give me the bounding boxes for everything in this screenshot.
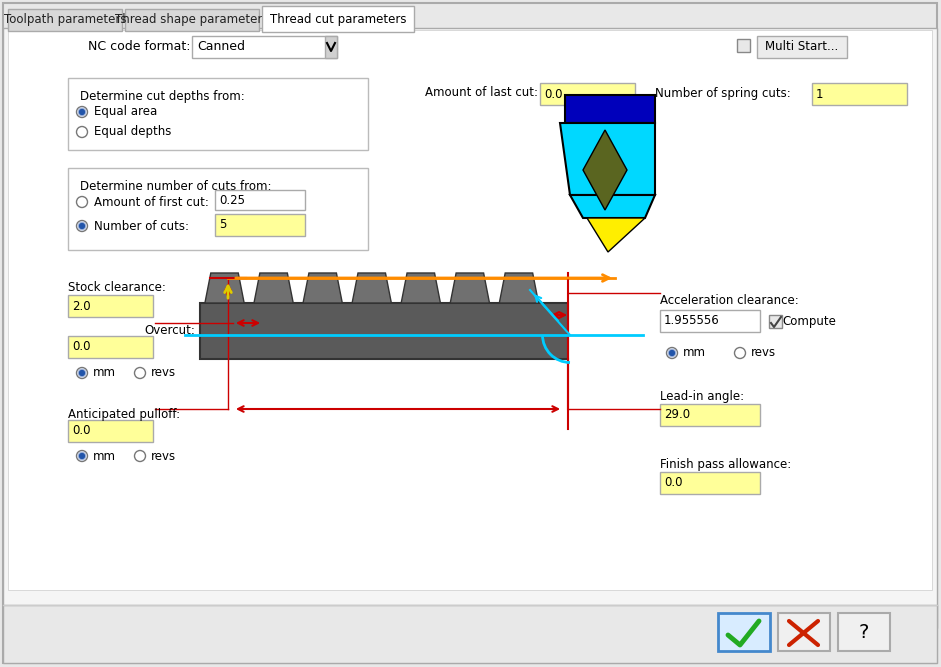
Circle shape bbox=[77, 368, 87, 378]
Circle shape bbox=[135, 450, 146, 462]
Text: Thread shape parameters: Thread shape parameters bbox=[115, 13, 269, 27]
Text: revs: revs bbox=[751, 346, 776, 360]
Bar bbox=[68, 420, 153, 442]
Circle shape bbox=[77, 107, 87, 117]
Circle shape bbox=[79, 453, 86, 459]
Bar bbox=[660, 404, 760, 426]
Text: Amount of last cut:: Amount of last cut: bbox=[425, 87, 538, 99]
Text: Finish pass allowance:: Finish pass allowance: bbox=[660, 458, 791, 471]
Bar bbox=[68, 336, 153, 358]
Circle shape bbox=[77, 221, 87, 231]
Text: Number of spring cuts:: Number of spring cuts: bbox=[655, 87, 790, 99]
Polygon shape bbox=[500, 273, 538, 303]
Text: 29.0: 29.0 bbox=[664, 408, 690, 422]
Text: 5: 5 bbox=[219, 219, 227, 231]
Circle shape bbox=[135, 368, 146, 378]
Bar bbox=[215, 190, 305, 210]
Text: Determine cut depths from:: Determine cut depths from: bbox=[80, 90, 245, 103]
Text: Amount of first cut:: Amount of first cut: bbox=[94, 195, 209, 209]
Text: mm: mm bbox=[93, 450, 116, 462]
Bar bbox=[125, 9, 259, 31]
Text: Compute: Compute bbox=[782, 315, 836, 327]
Text: Acceleration clearance:: Acceleration clearance: bbox=[660, 294, 799, 307]
Bar bbox=[660, 472, 760, 494]
Bar bbox=[262, 6, 414, 32]
Circle shape bbox=[667, 348, 677, 358]
Text: Equal depths: Equal depths bbox=[94, 125, 171, 139]
Bar bbox=[838, 613, 890, 651]
Text: 0.0: 0.0 bbox=[544, 87, 563, 101]
Text: Determine number of cuts from:: Determine number of cuts from: bbox=[80, 180, 272, 193]
Bar bbox=[8, 30, 932, 590]
Bar bbox=[757, 36, 847, 58]
Polygon shape bbox=[587, 218, 645, 252]
Polygon shape bbox=[450, 273, 489, 303]
Polygon shape bbox=[401, 273, 440, 303]
Circle shape bbox=[76, 197, 88, 207]
Circle shape bbox=[79, 370, 86, 376]
Text: 0.0: 0.0 bbox=[72, 424, 90, 438]
Text: Overcut:: Overcut: bbox=[144, 325, 195, 338]
Circle shape bbox=[735, 348, 745, 358]
Text: Number of cuts:: Number of cuts: bbox=[94, 219, 189, 233]
Bar bbox=[68, 168, 368, 250]
Polygon shape bbox=[205, 273, 244, 303]
Bar bbox=[325, 36, 337, 58]
Text: mm: mm bbox=[93, 366, 116, 380]
Bar bbox=[3, 605, 937, 663]
Text: Multi Start...: Multi Start... bbox=[765, 41, 838, 53]
Polygon shape bbox=[583, 130, 627, 210]
Bar bbox=[769, 315, 782, 328]
Circle shape bbox=[76, 450, 88, 462]
Text: Canned: Canned bbox=[197, 39, 245, 53]
Circle shape bbox=[76, 127, 88, 137]
Bar bbox=[565, 95, 655, 123]
Text: Toolpath parameters: Toolpath parameters bbox=[4, 13, 126, 27]
Text: 1.955556: 1.955556 bbox=[664, 315, 720, 327]
Text: mm: mm bbox=[683, 346, 706, 360]
Bar bbox=[192, 36, 337, 58]
Circle shape bbox=[77, 452, 87, 460]
Polygon shape bbox=[303, 273, 343, 303]
Bar bbox=[200, 303, 568, 359]
Text: 1: 1 bbox=[816, 87, 823, 101]
Bar bbox=[778, 613, 830, 651]
Text: Anticipated pulloff:: Anticipated pulloff: bbox=[68, 408, 180, 421]
Text: 0.25: 0.25 bbox=[219, 193, 245, 207]
Circle shape bbox=[76, 107, 88, 117]
Bar bbox=[718, 613, 770, 651]
Bar bbox=[3, 28, 937, 628]
Text: NC code format:: NC code format: bbox=[88, 39, 190, 53]
Circle shape bbox=[669, 350, 676, 356]
Circle shape bbox=[76, 221, 88, 231]
Bar bbox=[215, 214, 305, 236]
Text: Stock clearance:: Stock clearance: bbox=[68, 281, 166, 294]
Bar bbox=[660, 310, 760, 332]
Bar bbox=[540, 83, 635, 105]
Bar bbox=[8, 9, 122, 31]
Text: Thread cut parameters: Thread cut parameters bbox=[270, 13, 407, 25]
Circle shape bbox=[79, 109, 86, 115]
Text: 0.0: 0.0 bbox=[664, 476, 682, 490]
Text: revs: revs bbox=[151, 450, 176, 462]
Text: 0.0: 0.0 bbox=[72, 340, 90, 354]
Polygon shape bbox=[352, 273, 391, 303]
Circle shape bbox=[76, 368, 88, 378]
Polygon shape bbox=[560, 123, 655, 195]
Bar bbox=[68, 78, 368, 150]
Bar bbox=[68, 295, 153, 317]
Text: ?: ? bbox=[859, 624, 869, 642]
Polygon shape bbox=[254, 273, 294, 303]
Text: Equal area: Equal area bbox=[94, 105, 157, 119]
Circle shape bbox=[79, 223, 86, 229]
Bar bbox=[812, 83, 907, 105]
Text: Lead-in angle:: Lead-in angle: bbox=[660, 390, 744, 403]
Text: 2.0: 2.0 bbox=[72, 299, 90, 313]
Polygon shape bbox=[570, 195, 655, 218]
Circle shape bbox=[666, 348, 678, 358]
Text: revs: revs bbox=[151, 366, 176, 380]
Bar bbox=[737, 39, 750, 52]
